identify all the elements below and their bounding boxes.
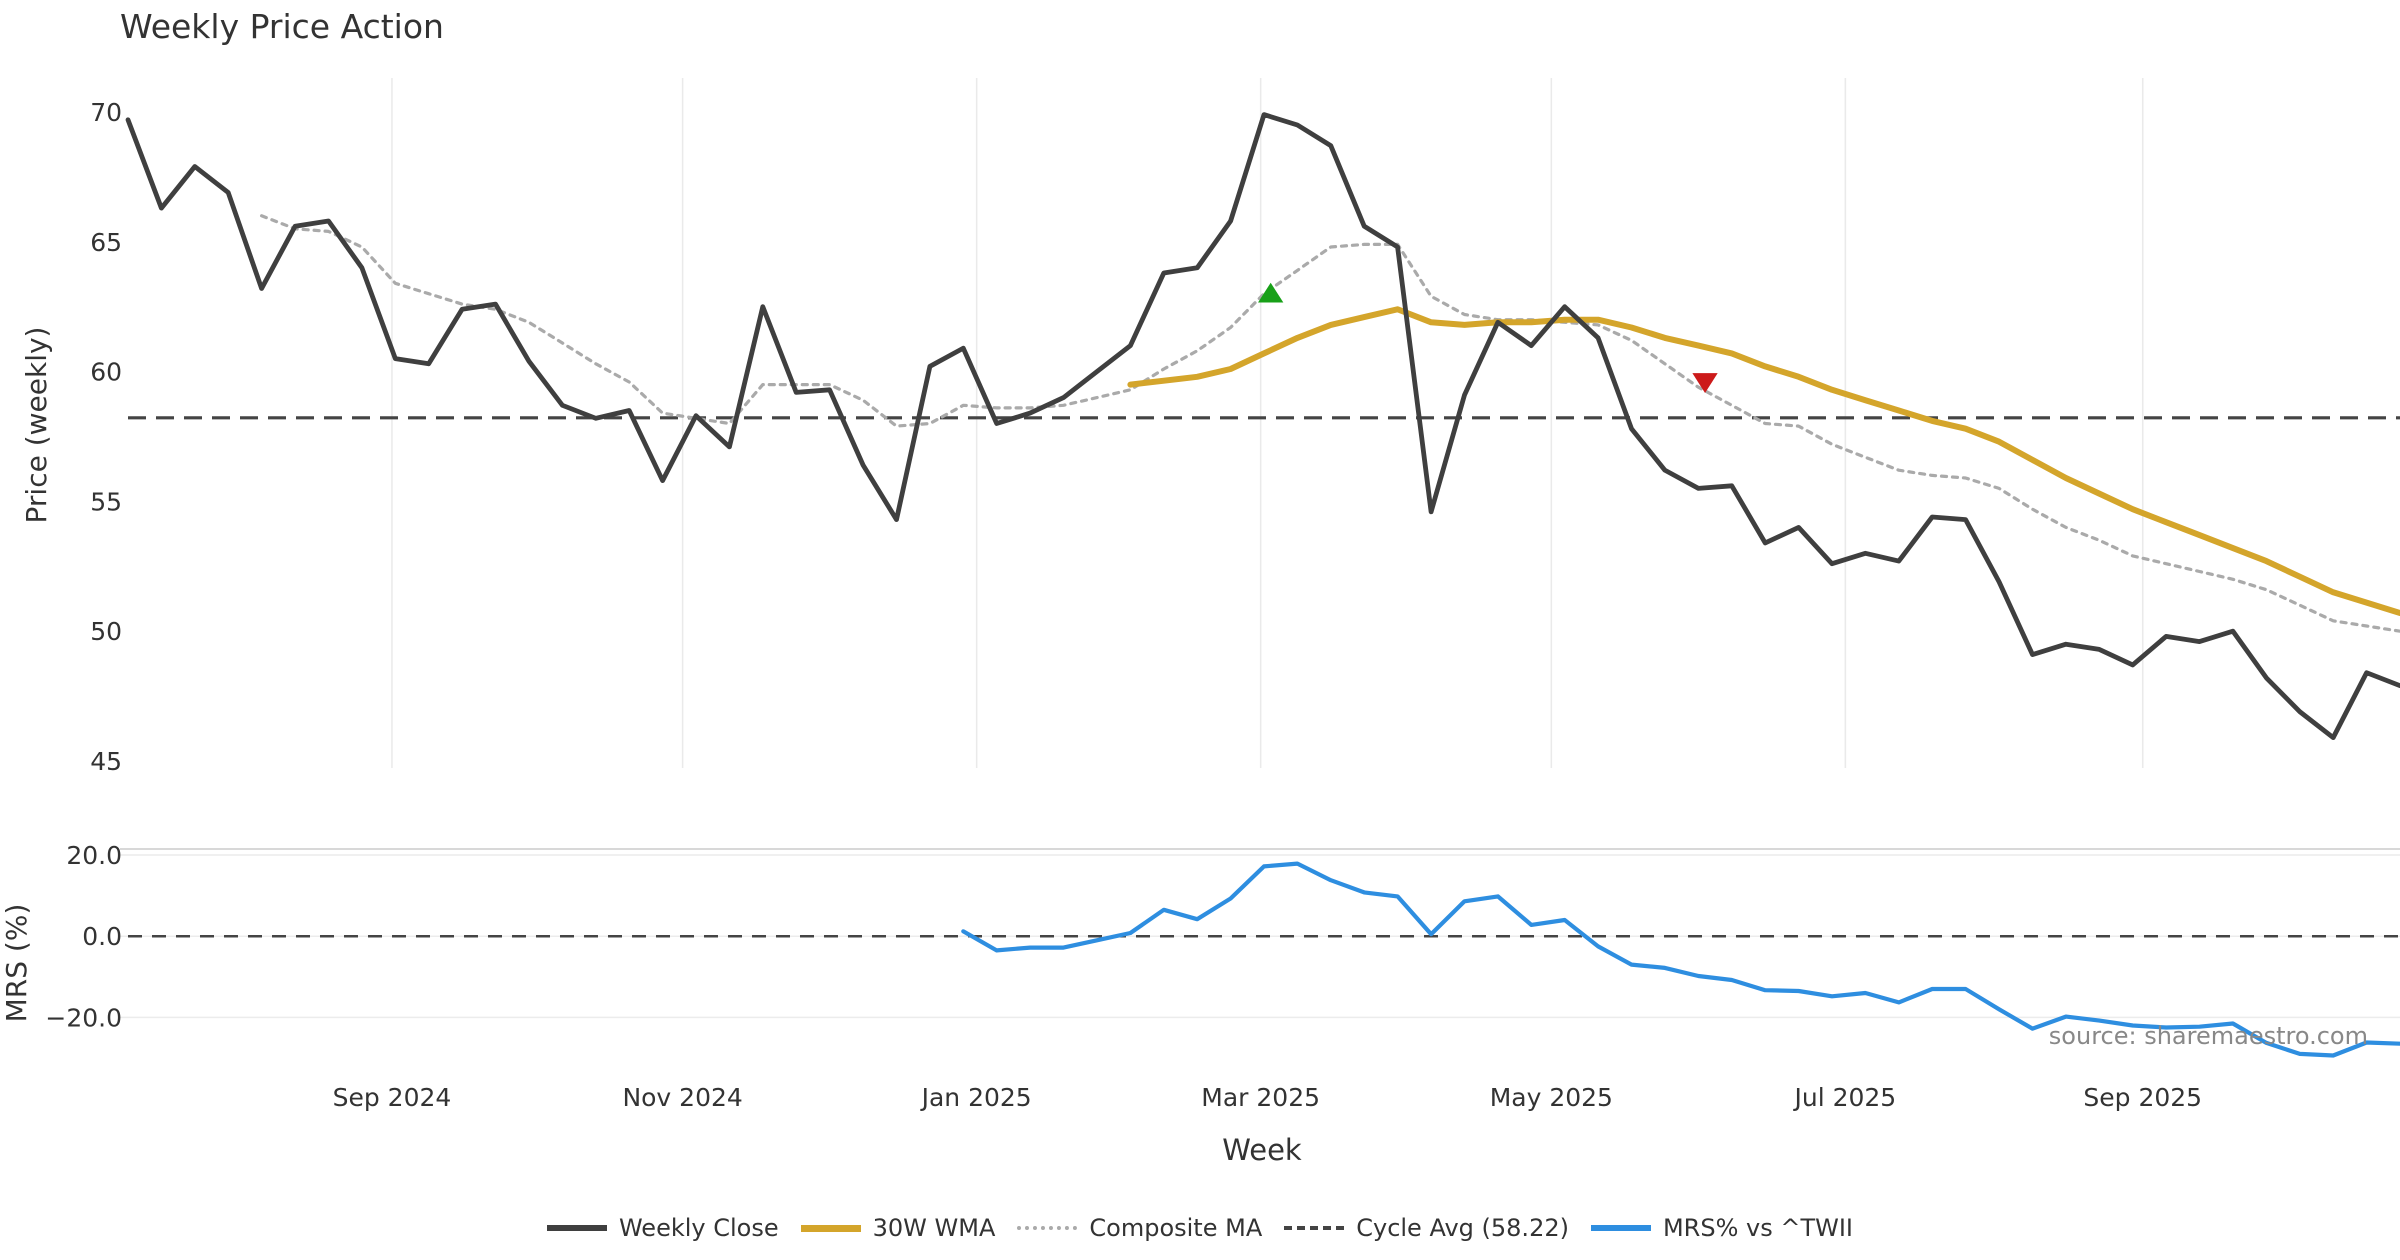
- price-panel: 45 50 55 60 65 70 Price (weekly): [20, 78, 2400, 776]
- price-y-tick-label: 70: [90, 98, 122, 127]
- price-y-tick-label: 50: [90, 617, 122, 646]
- x-tick-label: Mar 2025: [1201, 1083, 1320, 1112]
- mrs-y-tick-label: 20.0: [66, 841, 122, 870]
- legend-item-composite-ma: Composite MA: [1017, 1214, 1262, 1242]
- price-series: [125, 112, 2400, 740]
- legend-swatch-cycle-avg: [1284, 1226, 1345, 1230]
- composite-ma-line: [260, 214, 2400, 633]
- x-tick-label: Jul 2025: [1792, 1083, 1896, 1112]
- x-axis-ticks: Sep 2024 Nov 2024 Jan 2025 Mar 2025 May 2025…: [333, 1083, 2202, 1112]
- mrs-y-axis-label: MRS (%): [0, 904, 33, 1023]
- legend-swatch-mrs: [1590, 1225, 1651, 1231]
- x-tick-label: May 2025: [1490, 1083, 1613, 1112]
- x-tick-label: Jan 2025: [920, 1083, 1032, 1112]
- sell-signal-marker: [1692, 373, 1718, 393]
- wma-30w-line: [1127, 306, 2400, 616]
- legend-label: Cycle Avg (58.22): [1356, 1214, 1569, 1242]
- price-y-tick-label: 55: [90, 487, 122, 516]
- x-tick-label: Sep 2024: [333, 1083, 452, 1112]
- mrs-y-ticks: −20.0 0.0 20.0: [45, 841, 122, 1032]
- legend-label: 30W WMA: [872, 1214, 996, 1242]
- chart-legend: Weekly Close 30W WMA Composite MA Cycle …: [0, 1210, 2400, 1246]
- x-axis-label: Week: [1222, 1133, 1302, 1167]
- legend-swatch-composite-ma: [1017, 1226, 1078, 1230]
- mrs-series: [961, 861, 2400, 1058]
- x-tick-label: Nov 2024: [622, 1083, 742, 1112]
- legend-item-weekly-close: Weekly Close: [546, 1214, 779, 1242]
- chart-title: Weekly Price Action: [120, 7, 444, 46]
- mrs-y-tick-label: 0.0: [82, 922, 122, 951]
- mrs-y-tick-label: −20.0: [45, 1003, 122, 1032]
- mrs-panel: −20.0 0.0 20.0 MRS (%) source: sharemaestr…: [0, 841, 2400, 1058]
- legend-label: Weekly Close: [618, 1214, 779, 1242]
- price-y-tick-label: 60: [90, 358, 122, 387]
- price-gridlines: [391, 78, 2144, 768]
- price-signal-markers: [1258, 282, 1718, 393]
- weekly-close-line: [125, 112, 2400, 740]
- legend-label: MRS% vs ^TWII: [1662, 1214, 1854, 1242]
- mrs-line: [961, 861, 2400, 1058]
- legend-swatch-weekly-close: [546, 1225, 607, 1231]
- price-y-ticks: 45 50 55 60 65 70: [90, 98, 122, 776]
- x-tick-label: Sep 2025: [2083, 1083, 2202, 1112]
- legend-swatch-30w-wma: [800, 1224, 861, 1232]
- legend-item-30w-wma: 30W WMA: [800, 1214, 996, 1242]
- legend-label: Composite MA: [1089, 1214, 1263, 1242]
- buy-signal-marker: [1258, 282, 1284, 303]
- price-y-tick-label: 65: [90, 228, 122, 257]
- legend-item-cycle-avg: Cycle Avg (58.22): [1284, 1214, 1569, 1242]
- price-y-tick-label: 45: [90, 747, 122, 776]
- price-y-axis-label: Price (weekly): [20, 327, 53, 524]
- legend-item-mrs: MRS% vs ^TWII: [1590, 1214, 1854, 1242]
- source-annotation: source: sharemaestro.com: [2049, 1022, 2368, 1050]
